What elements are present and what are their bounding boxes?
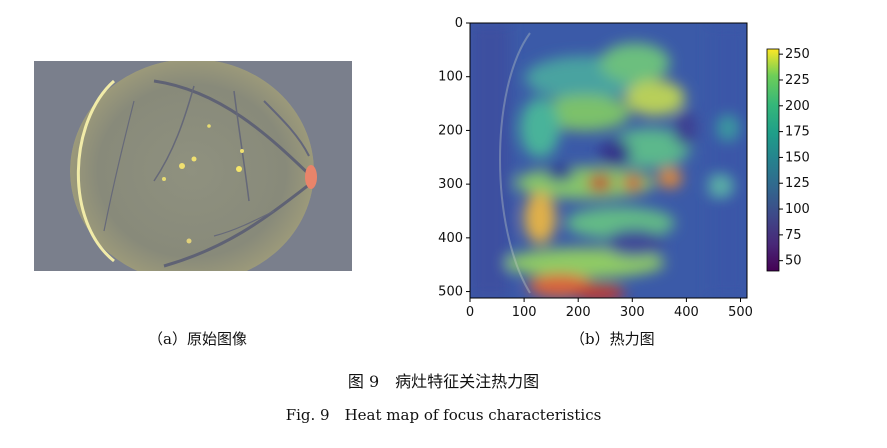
x-tick-label: 100 xyxy=(512,305,537,320)
y-tick-label: 300 xyxy=(438,177,463,192)
heatmap-chart: 0 100 200 300 400 500 0 100 200 300 400 500 250 225… xyxy=(438,16,810,320)
colorbar-tick-label: 75 xyxy=(785,228,802,243)
fundus-disc xyxy=(70,61,314,271)
optic-disc xyxy=(305,165,317,189)
x-axis: 0 100 200 300 400 500 xyxy=(466,298,753,320)
y-axis: 0 100 200 300 400 500 xyxy=(438,16,470,300)
x-tick-label: 500 xyxy=(728,305,753,320)
y-tick-label: 200 xyxy=(438,123,463,138)
y-tick-label: 400 xyxy=(438,231,463,246)
y-tick-label: 0 xyxy=(455,16,463,31)
panel-a-caption: （a）原始图像 xyxy=(148,330,247,348)
fundus-rim-highlight xyxy=(76,79,115,263)
colorbar-tick-label: 50 xyxy=(785,254,802,269)
colorbar-tick-label: 250 xyxy=(785,47,810,62)
colorbar xyxy=(766,48,780,272)
plot-frame xyxy=(469,22,748,299)
colorbar-tick-label: 200 xyxy=(785,99,810,114)
heatmap-image xyxy=(470,23,747,298)
y-tick-label: 500 xyxy=(438,285,463,300)
x-tick-label: 0 xyxy=(466,305,474,320)
original-fundus-image xyxy=(34,61,352,271)
colorbar-tick-label: 175 xyxy=(785,125,810,140)
x-tick-label: 300 xyxy=(620,305,645,320)
figure-caption-en: Fig. 9 Heat map of focus characteristics xyxy=(285,406,602,424)
colorbar-tick-label: 125 xyxy=(785,176,810,191)
colorbar-axis: 250 225 200 175 150 125 100 75 50 xyxy=(779,47,810,269)
colorbar-tick-label: 225 xyxy=(785,73,810,88)
panel-b-caption: （b）热力图 xyxy=(570,330,655,348)
y-tick-label: 100 xyxy=(438,70,463,85)
x-tick-label: 400 xyxy=(674,305,699,320)
x-tick-label: 200 xyxy=(566,305,591,320)
colorbar-tick-label: 100 xyxy=(785,202,810,217)
figure-caption-zh: 图 9 病灶特征关注热力图 xyxy=(347,372,540,391)
colorbar-tick-label: 150 xyxy=(785,150,810,165)
